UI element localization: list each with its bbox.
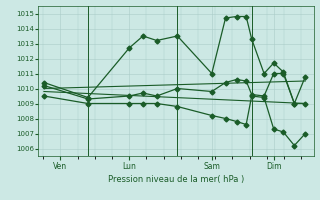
X-axis label: Pression niveau de la mer( hPa ): Pression niveau de la mer( hPa ) bbox=[108, 175, 244, 184]
